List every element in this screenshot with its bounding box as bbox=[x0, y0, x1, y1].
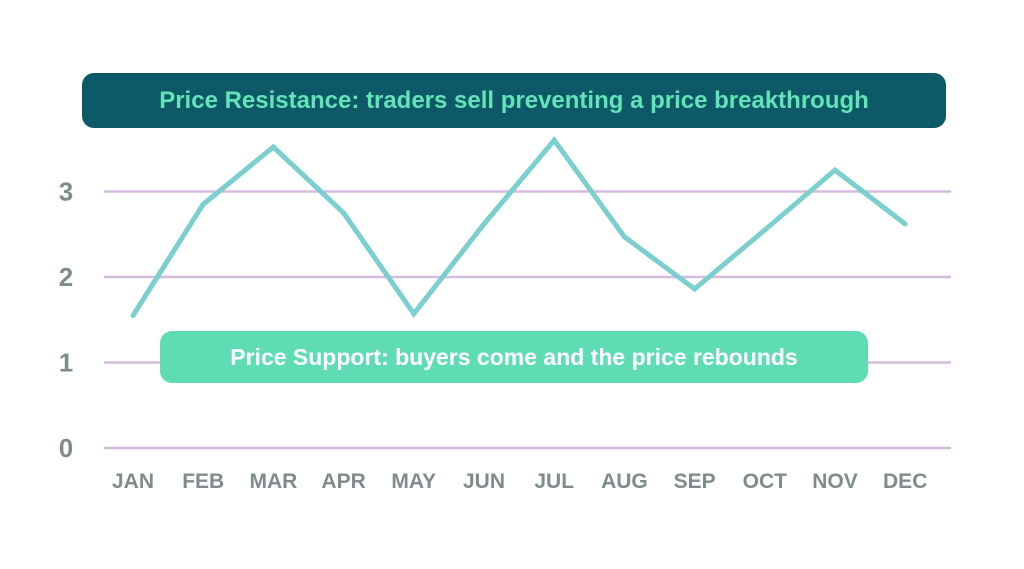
series-layer bbox=[130, 136, 908, 319]
data-point-nov bbox=[832, 167, 838, 173]
x-tick-label: DEC bbox=[883, 470, 927, 493]
data-point-apr bbox=[341, 210, 347, 216]
x-tick-label: MAR bbox=[249, 470, 297, 493]
data-point-aug bbox=[621, 234, 627, 240]
data-point-oct bbox=[762, 227, 768, 233]
y-axis-ticks: 0 1 2 3 bbox=[59, 177, 73, 464]
x-axis-ticks: JAN FEB MAR APR MAY JUN JUL AUG SEP OCT NOV DEC bbox=[112, 470, 927, 493]
y-tick-label: 3 bbox=[59, 177, 73, 207]
x-tick-label: AUG bbox=[601, 470, 648, 493]
x-tick-label: JAN bbox=[112, 470, 154, 493]
y-tick-label: 0 bbox=[59, 433, 73, 463]
gridlines bbox=[104, 190, 951, 450]
x-tick-label: FEB bbox=[182, 470, 224, 493]
x-tick-label: JUL bbox=[534, 470, 574, 493]
resistance-annotation: Price Resistance: traders sell preventin… bbox=[82, 73, 946, 128]
x-tick-label: MAY bbox=[391, 470, 436, 493]
data-point-may bbox=[411, 311, 417, 317]
data-point-sep bbox=[692, 286, 698, 292]
data-point-jun bbox=[481, 221, 487, 227]
data-point-feb bbox=[200, 201, 206, 207]
x-tick-label: APR bbox=[321, 470, 365, 493]
support-annotation: Price Support: buyers come and the price… bbox=[160, 331, 868, 383]
x-tick-label: JUN bbox=[463, 470, 505, 493]
data-point-mar bbox=[270, 144, 276, 150]
series-line bbox=[130, 136, 907, 319]
x-tick-label: OCT bbox=[743, 470, 788, 493]
y-tick-label: 2 bbox=[59, 262, 73, 292]
x-tick-label: NOV bbox=[812, 470, 858, 493]
y-tick-label: 1 bbox=[59, 348, 73, 378]
x-tick-label: SEP bbox=[674, 470, 716, 493]
data-point-jan bbox=[130, 312, 136, 318]
data-point-jul bbox=[551, 137, 557, 143]
data-point-dec bbox=[902, 221, 908, 227]
